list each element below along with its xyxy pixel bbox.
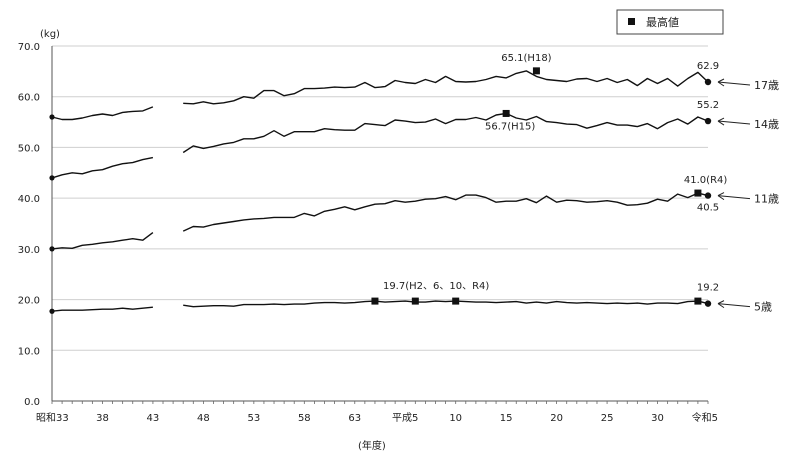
data-annotation: 41.0(R4)	[684, 175, 727, 186]
x-tick-label: 25	[601, 413, 614, 424]
y-tick-label: 30.0	[18, 245, 40, 256]
arrow-head-icon	[717, 117, 725, 126]
max-point-marker	[452, 297, 460, 305]
max-point-marker	[411, 297, 419, 305]
y-tick-label: 10.0	[18, 346, 40, 357]
x-tick-label: 20	[550, 413, 563, 424]
y-tick-label: 70.0	[18, 42, 40, 53]
age-label-14歳: 14歳	[754, 118, 779, 131]
legend-label: 最高値	[646, 15, 679, 29]
age-label-arrow	[717, 195, 751, 200]
max-point-marker	[532, 67, 540, 75]
legend-square-marker-icon	[628, 18, 635, 25]
data-annotation: 19.2	[697, 283, 719, 294]
x-tick-label: 48	[197, 413, 210, 424]
gridlines	[52, 45, 708, 351]
series-line-14歳	[51, 156, 154, 179]
age-label-arrow	[717, 120, 751, 125]
max-point-marker	[502, 109, 510, 117]
series-line-11歳	[182, 192, 709, 232]
end-point-marker	[704, 192, 712, 199]
max-point-marker	[694, 189, 702, 197]
x-tick-label: 58	[298, 413, 311, 424]
max-point-marker	[371, 297, 379, 305]
y-tick-label: 40.0	[18, 194, 40, 205]
end-point-marker	[704, 78, 712, 86]
series-line-17歳	[183, 70, 709, 105]
age-label-17歳: 17歳	[754, 79, 779, 92]
y-tick-label: 60.0	[18, 93, 40, 104]
arrow-head-icon	[717, 78, 725, 87]
x-tick-label: 30	[651, 413, 664, 424]
data-annotation: 62.9	[697, 61, 719, 72]
start-point-marker	[49, 175, 55, 181]
start-point-marker	[49, 308, 55, 314]
age-label-arrow	[717, 303, 751, 308]
series-line-5歳	[183, 300, 709, 308]
end-point-marker	[704, 117, 712, 125]
end-point-marker	[704, 300, 712, 307]
arrow-head-icon	[717, 300, 725, 309]
data-annotation: 55.2	[697, 100, 719, 111]
start-point-marker	[49, 246, 55, 252]
series-line-14歳	[182, 112, 709, 154]
y-tick-label: 50.0	[18, 143, 40, 154]
axes	[51, 46, 709, 404]
x-tick-label: 53	[247, 413, 260, 424]
start-point-marker	[49, 114, 55, 120]
max-point-marker	[694, 297, 702, 305]
markers	[49, 67, 712, 314]
series-line-5歳	[51, 306, 153, 312]
age-label-arrow	[717, 81, 751, 86]
labels: 0.0 10.0 20.0 30.0 40.0 50.0 60.0 70.0 昭和33 38 43 4…	[18, 42, 779, 424]
x-tick-label: 15	[500, 413, 513, 424]
x-tick-label: 昭和33	[36, 412, 69, 424]
arrow-head-icon	[717, 192, 725, 201]
x-tick-label: 10	[449, 413, 462, 424]
x-tick-label: 平成5	[392, 412, 418, 424]
data-annotation: 40.5	[697, 203, 719, 214]
series-line-17歳	[51, 106, 154, 121]
data-annotation: 65.1(H18)	[501, 53, 551, 64]
series-lines	[51, 70, 709, 312]
y-axis-label: (kg)	[40, 29, 60, 40]
series-line-11歳	[51, 232, 154, 250]
age-label-5歳: 5歳	[754, 301, 772, 314]
x-tick-label: 令和5	[692, 411, 718, 424]
x-axis-label: (年度)	[358, 439, 386, 452]
x-tick-label: 43	[147, 413, 160, 424]
data-annotation: 19.7(H2、6、10、R4)	[383, 281, 489, 292]
age-label-11歳: 11歳	[754, 193, 779, 206]
x-tick-label: 38	[96, 413, 109, 424]
y-tick-label: 20.0	[18, 296, 40, 307]
y-tick-label: 0.0	[24, 397, 40, 408]
data-annotation: 56.7(H15)	[485, 121, 535, 132]
legend: 最高値	[616, 9, 724, 35]
x-tick-label: 63	[348, 413, 361, 424]
